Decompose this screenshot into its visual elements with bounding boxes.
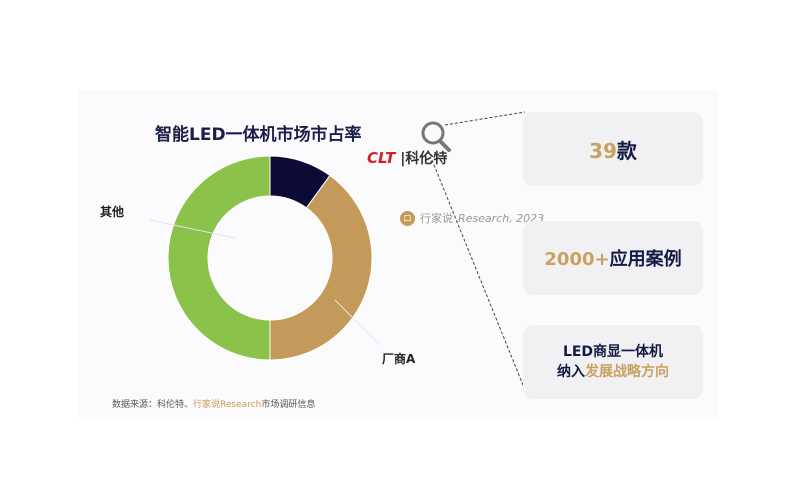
donut-slice-2	[167, 155, 271, 361]
leader-line-other	[149, 219, 236, 239]
donut-slice-1	[269, 174, 373, 361]
watermark-logo-icon: 口	[400, 210, 415, 226]
dotted-connector-bottom	[431, 159, 526, 391]
leader-line-a	[334, 299, 381, 346]
stat-card-models: 39款	[523, 112, 703, 186]
slice-label-a: 厂商A	[382, 352, 416, 366]
clt-logo: CLT |科伦特	[367, 149, 448, 167]
watermark: 口行家说 Research, 2023	[400, 210, 544, 226]
data-source: 数据来源：科伦特、行家说Research市场调研信息	[112, 400, 316, 410]
stat-card-strategy: LED商显一体机 纳入发展战略方向	[523, 325, 703, 399]
magnifier-icon	[421, 121, 451, 152]
stat-card-cases: 2000+应用案例	[523, 221, 703, 295]
slice-label-other: 其他	[100, 205, 125, 219]
chart-title: 智能LED一体机市场市占率	[155, 125, 362, 145]
dotted-connector-top	[444, 111, 526, 126]
